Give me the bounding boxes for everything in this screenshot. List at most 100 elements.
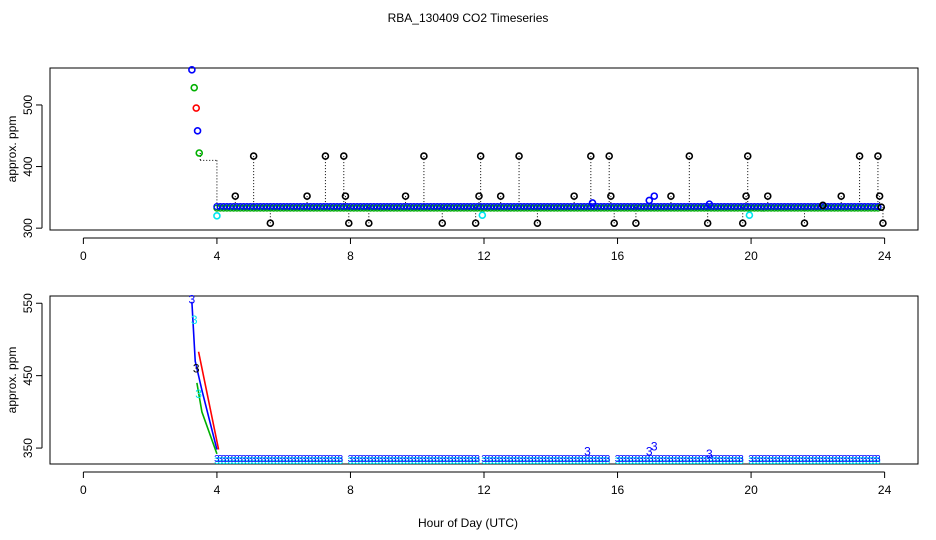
baseline-point <box>383 202 391 211</box>
baseline-symbol-cyan: 3 <box>868 456 874 467</box>
baseline-symbol: 3 <box>361 454 367 465</box>
baseline-symbol-cyan: 3 <box>234 456 240 467</box>
baseline-symbol-cyan: 3 <box>768 456 774 467</box>
baseline-symbol-cyan: 3 <box>708 456 714 467</box>
data-point <box>605 152 613 160</box>
baseline-symbol: 3 <box>688 454 694 465</box>
baseline-symbol: 3 <box>258 454 264 465</box>
baseline-symbol-cyan: 3 <box>782 456 788 467</box>
baseline-symbol: 3 <box>518 454 524 465</box>
baseline-symbol-cyan: 3 <box>575 456 581 467</box>
baseline-symbol-cyan: 3 <box>658 456 664 467</box>
baseline-symbol-cyan: 3 <box>715 456 721 467</box>
baseline-symbol-cyan: 3 <box>294 456 300 467</box>
baseline-symbol: 3 <box>772 454 778 465</box>
baseline-symbol: 3 <box>682 454 688 465</box>
baseline-symbol-cyan: 3 <box>475 456 481 467</box>
baseline-symbol: 3 <box>234 454 240 465</box>
baseline-symbol-cyan: 3 <box>411 456 417 467</box>
baseline-symbol-cyan: 3 <box>688 456 694 467</box>
baseline-symbol: 3 <box>374 454 380 465</box>
x-tick-label-top: 24 <box>878 249 892 263</box>
baseline-point <box>313 202 321 211</box>
baseline-symbol-cyan: 3 <box>501 456 507 467</box>
baseline-point <box>717 202 725 211</box>
baseline-symbol: 3 <box>308 454 314 465</box>
baseline-symbol: 3 <box>434 454 440 465</box>
baseline-point <box>360 202 368 211</box>
baseline-point <box>393 202 401 211</box>
baseline-point <box>306 202 315 211</box>
baseline-symbol: 3 <box>675 454 681 465</box>
baseline-symbol-cyan: 3 <box>535 456 541 467</box>
baseline-symbol-cyan: 3 <box>825 456 831 467</box>
baseline-symbol: 3 <box>444 454 450 465</box>
baseline-point <box>617 202 625 211</box>
baseline-point <box>316 202 325 211</box>
baseline-symbol-cyan: 3 <box>471 456 477 467</box>
baseline-symbol-cyan: 3 <box>374 456 380 467</box>
baseline-symbol: 3 <box>862 454 868 465</box>
baseline-point <box>623 202 632 211</box>
baseline-symbol-cyan: 3 <box>318 456 324 467</box>
y-tick-label-top: 500 <box>21 95 35 115</box>
baseline-point <box>320 202 328 211</box>
baseline-symbol: 3 <box>488 454 494 465</box>
baseline-symbol-cyan: 3 <box>528 456 534 467</box>
baseline-symbol-cyan: 3 <box>702 456 708 467</box>
baseline-symbol: 3 <box>812 454 818 465</box>
baseline-symbol-cyan: 3 <box>545 456 551 467</box>
data-point <box>874 152 882 160</box>
baseline-point <box>326 202 335 211</box>
baseline-symbol-cyan: 3 <box>251 456 257 467</box>
baseline-symbol: 3 <box>735 454 741 465</box>
baseline-point <box>440 202 448 211</box>
data-point <box>855 152 864 160</box>
baseline-symbol-cyan: 3 <box>271 456 277 467</box>
baseline-symbol: 3 <box>545 454 551 465</box>
x-tick-label-bottom: 4 <box>214 483 221 497</box>
data-point <box>745 211 754 220</box>
data-point <box>650 192 659 200</box>
baseline-symbol: 3 <box>541 454 547 465</box>
baseline-symbol: 3 <box>591 454 597 465</box>
baseline-point <box>837 202 845 211</box>
baseline-point <box>653 202 662 211</box>
baseline-point <box>226 202 234 211</box>
baseline-point <box>597 202 605 211</box>
baseline-symbol: 3 <box>672 454 678 465</box>
baseline-point <box>463 202 471 211</box>
baseline-point <box>620 202 628 211</box>
baseline-symbol-cyan: 3 <box>401 456 407 467</box>
baseline-symbol: 3 <box>641 454 647 465</box>
data-point <box>705 200 714 208</box>
baseline-symbol-cyan: 3 <box>521 456 527 467</box>
baseline-symbol-cyan: 3 <box>548 456 554 467</box>
data-point <box>438 219 447 228</box>
baseline-symbol-cyan: 3 <box>822 456 828 467</box>
baseline-point <box>794 202 802 211</box>
baseline-point <box>830 202 839 211</box>
baseline-symbol-cyan: 3 <box>311 456 317 467</box>
baseline-point <box>477 202 485 211</box>
baseline-symbol-cyan: 3 <box>334 456 340 467</box>
baseline-symbol-cyan: 3 <box>651 456 657 467</box>
data-point <box>743 152 752 160</box>
series-line <box>196 382 218 455</box>
series-line <box>191 301 218 450</box>
data-point <box>420 152 428 160</box>
baseline-symbol: 3 <box>278 454 284 465</box>
baseline-symbol-cyan: 3 <box>511 456 517 467</box>
baseline-point <box>410 202 418 211</box>
baseline-symbol-cyan: 3 <box>788 456 794 467</box>
baseline-symbol: 3 <box>238 454 244 465</box>
baseline-point <box>547 202 555 211</box>
baseline-point <box>350 202 358 211</box>
baseline-symbol-cyan: 3 <box>778 456 784 467</box>
data-point <box>344 219 353 228</box>
baseline-symbol-cyan: 3 <box>248 456 254 467</box>
baseline-symbol: 3 <box>281 454 287 465</box>
baseline-point <box>683 202 692 211</box>
baseline-symbol: 3 <box>815 454 821 465</box>
baseline-symbol: 3 <box>848 454 854 465</box>
